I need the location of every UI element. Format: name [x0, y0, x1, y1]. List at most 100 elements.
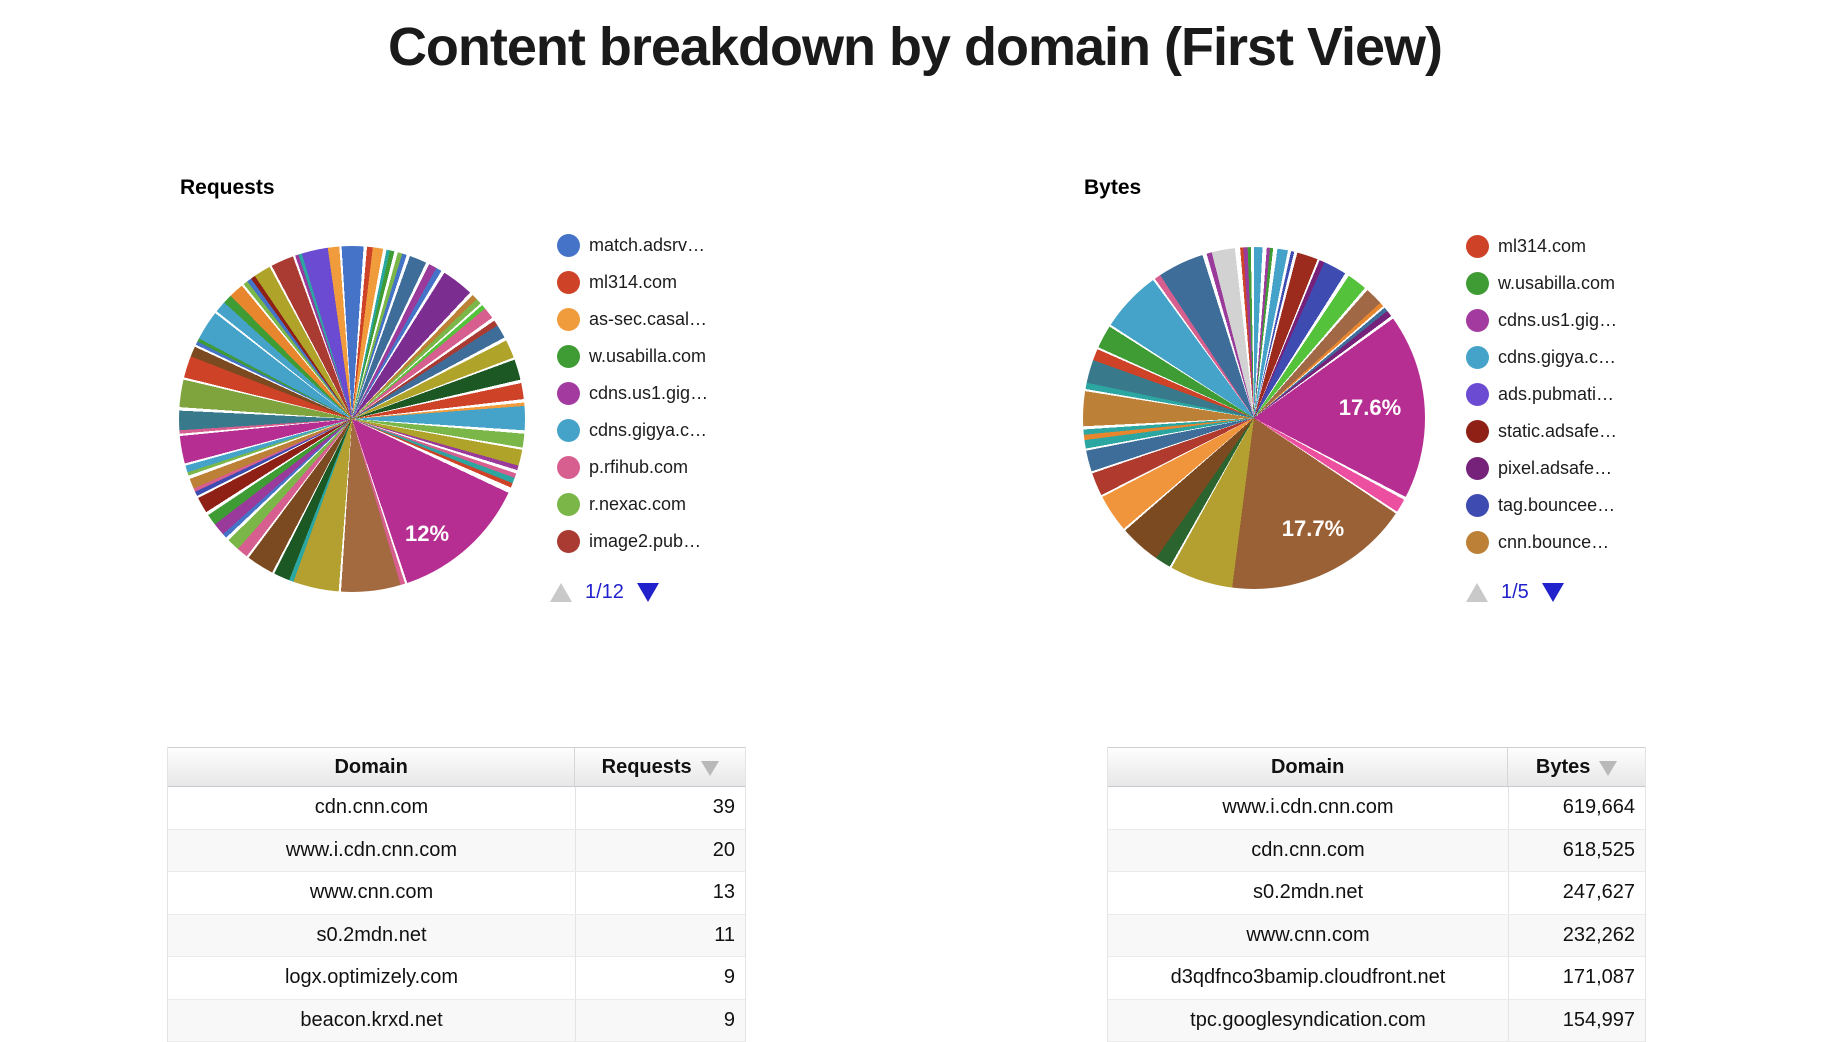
legend-swatch-icon [557, 271, 580, 294]
legend-item[interactable]: ads.pubmati… [1466, 383, 1617, 406]
legend-swatch-icon [1466, 346, 1489, 369]
bytes-legend-pager: 1/5 [1466, 581, 1564, 604]
table-row[interactable]: s0.2mdn.net 11 [168, 914, 745, 957]
legend-label: pixel.adsafe… [1498, 458, 1613, 478]
legend-item[interactable]: p.rfihub.com [557, 456, 708, 479]
legend-item[interactable]: image2.pub… [557, 530, 708, 553]
legend-swatch-icon [557, 530, 580, 553]
table-row[interactable]: logx.optimizely.com 9 [168, 957, 745, 1000]
legend-label: w.usabilla.com [589, 346, 707, 366]
legend-swatch-icon [557, 493, 580, 516]
table-row[interactable]: www.i.cdn.cnn.com 619,664 [1108, 787, 1645, 830]
legend-label: tag.bouncee… [1498, 495, 1616, 515]
requests-legend-pager: 1/12 [550, 581, 659, 604]
legend-item[interactable]: cnn.bounce… [1466, 531, 1617, 554]
value-cell: 9 [575, 999, 745, 1041]
page-title: Content breakdown by domain (First View) [387, 17, 1443, 77]
legend-label: ads.pubmati… [1498, 384, 1615, 404]
column-header-domain[interactable]: Domain [1270, 755, 1345, 778]
value-cell: 154,997 [1508, 999, 1645, 1041]
bytes-table: Domain Bytes www.i.cdn.cnn.com 619,664 cdn.c… [1107, 747, 1646, 1042]
requests-pie-chart[interactable]: 12% [179, 246, 525, 592]
column-header-domain[interactable]: Domain [334, 755, 408, 778]
legend-item[interactable]: cdns.gigya.c… [557, 419, 708, 442]
bytes-pie-chart[interactable]: 17.6% 17.7% [1083, 247, 1425, 589]
requests-chart-title: Requests [180, 176, 275, 199]
legend-item[interactable]: as-sec.casal… [557, 308, 708, 331]
legend-label: static.adsafe… [1498, 421, 1618, 441]
domain-cell: beacon.krxd.net [300, 1008, 443, 1031]
domain-cell: www.i.cdn.cnn.com [285, 838, 458, 861]
legend-prev-icon[interactable] [1466, 583, 1488, 602]
domain-cell: d3qdfnco3bamip.cloudfront.net [1170, 966, 1446, 989]
legend-swatch-icon [1466, 383, 1489, 406]
domain-cell: cdn.cnn.com [314, 796, 429, 819]
legend-prev-icon[interactable] [550, 583, 572, 602]
bytes-legend: ml314.com w.usabilla.com cdns.us1.gig… cdns… [1466, 235, 1617, 568]
legend-label: ml314.com [1498, 236, 1587, 256]
value-cell: 619,664 [1508, 787, 1645, 829]
bytes-chart-title: Bytes [1084, 176, 1142, 199]
legend-item[interactable]: cdns.us1.gig… [557, 382, 708, 405]
table-row[interactable]: cdn.cnn.com 618,525 [1108, 829, 1645, 872]
legend-label: cdns.us1.gig… [589, 383, 709, 403]
legend-item[interactable]: w.usabilla.com [557, 345, 708, 368]
domain-cell: s0.2mdn.net [316, 923, 427, 946]
legend-swatch-icon [1466, 531, 1489, 554]
value-cell: 171,087 [1508, 957, 1645, 999]
legend-label: r.nexac.com [589, 494, 687, 514]
legend-item[interactable]: ml314.com [1466, 235, 1617, 258]
table-row[interactable]: beacon.krxd.net 9 [168, 999, 745, 1042]
table-row[interactable]: cdn.cnn.com 39 [168, 787, 745, 830]
domain-cell: s0.2mdn.net [1252, 881, 1364, 904]
table-row[interactable]: www.cnn.com 232,262 [1108, 914, 1645, 957]
legend-label: cdns.gigya.c… [589, 420, 708, 440]
table-row[interactable]: d3qdfnco3bamip.cloudfront.net 171,087 [1108, 957, 1645, 1000]
value-cell: 20 [575, 829, 745, 871]
legend-label: cdns.us1.gig… [1498, 310, 1618, 330]
domain-cell: tpc.googlesyndication.com [1190, 1008, 1426, 1031]
value-cell: 11 [575, 914, 745, 956]
domain-cell: logx.optimizely.com [284, 966, 459, 989]
legend-swatch-icon [557, 234, 580, 257]
legend-next-icon[interactable] [636, 583, 659, 602]
table-row[interactable]: s0.2mdn.net 247,627 [1108, 872, 1645, 915]
legend-swatch-icon [1466, 235, 1489, 258]
legend-swatch-icon [557, 382, 580, 405]
legend-item[interactable]: cdns.us1.gig… [1466, 309, 1617, 332]
table-header-row: Domain Bytes [1108, 747, 1645, 787]
table-row[interactable]: www.cnn.com 13 [168, 872, 745, 915]
sort-descending-icon [1599, 760, 1618, 776]
column-header-value[interactable]: Bytes [1507, 748, 1645, 786]
requests-table: Domain Requests cdn.cnn.com 39 www.i.cdn.cnn… [167, 747, 746, 1042]
legend-swatch-icon [1466, 494, 1489, 517]
pie-slice-percent-label: 12% [404, 521, 450, 546]
value-cell: 9 [575, 957, 745, 999]
table-row[interactable]: tpc.googlesyndication.com 154,997 [1108, 999, 1645, 1042]
legend-item[interactable]: static.adsafe… [1466, 420, 1617, 443]
column-header-value[interactable]: Requests [574, 748, 745, 786]
value-cell: 39 [575, 787, 745, 829]
value-cell: 247,627 [1508, 872, 1645, 914]
legend-label: w.usabilla.com [1498, 273, 1616, 293]
column-header-label: Bytes [1535, 755, 1591, 778]
legend-item[interactable]: w.usabilla.com [1466, 272, 1617, 295]
table-row[interactable]: www.i.cdn.cnn.com 20 [168, 829, 745, 872]
legend-item[interactable]: cdns.gigya.c… [1466, 346, 1617, 369]
domain-cell: www.cnn.com [1246, 923, 1370, 946]
legend-label: cdns.gigya.c… [1498, 347, 1617, 367]
legend-next-icon[interactable] [1541, 583, 1564, 602]
legend-item[interactable]: pixel.adsafe… [1466, 457, 1617, 480]
legend-swatch-icon [1466, 272, 1489, 295]
value-cell: 13 [575, 872, 745, 914]
pie-slice-percent-label: 17.6% [1338, 395, 1402, 420]
legend-item[interactable]: match.adsrv… [557, 234, 708, 257]
legend-label: p.rfihub.com [589, 457, 689, 477]
legend-item[interactable]: r.nexac.com [557, 493, 708, 516]
legend-item[interactable]: ml314.com [557, 271, 708, 294]
legend-swatch-icon [557, 419, 580, 442]
legend-swatch-icon [1466, 309, 1489, 332]
legend-item[interactable]: tag.bouncee… [1466, 494, 1617, 517]
pie-slice-percent-label: 17.7% [1281, 516, 1345, 541]
